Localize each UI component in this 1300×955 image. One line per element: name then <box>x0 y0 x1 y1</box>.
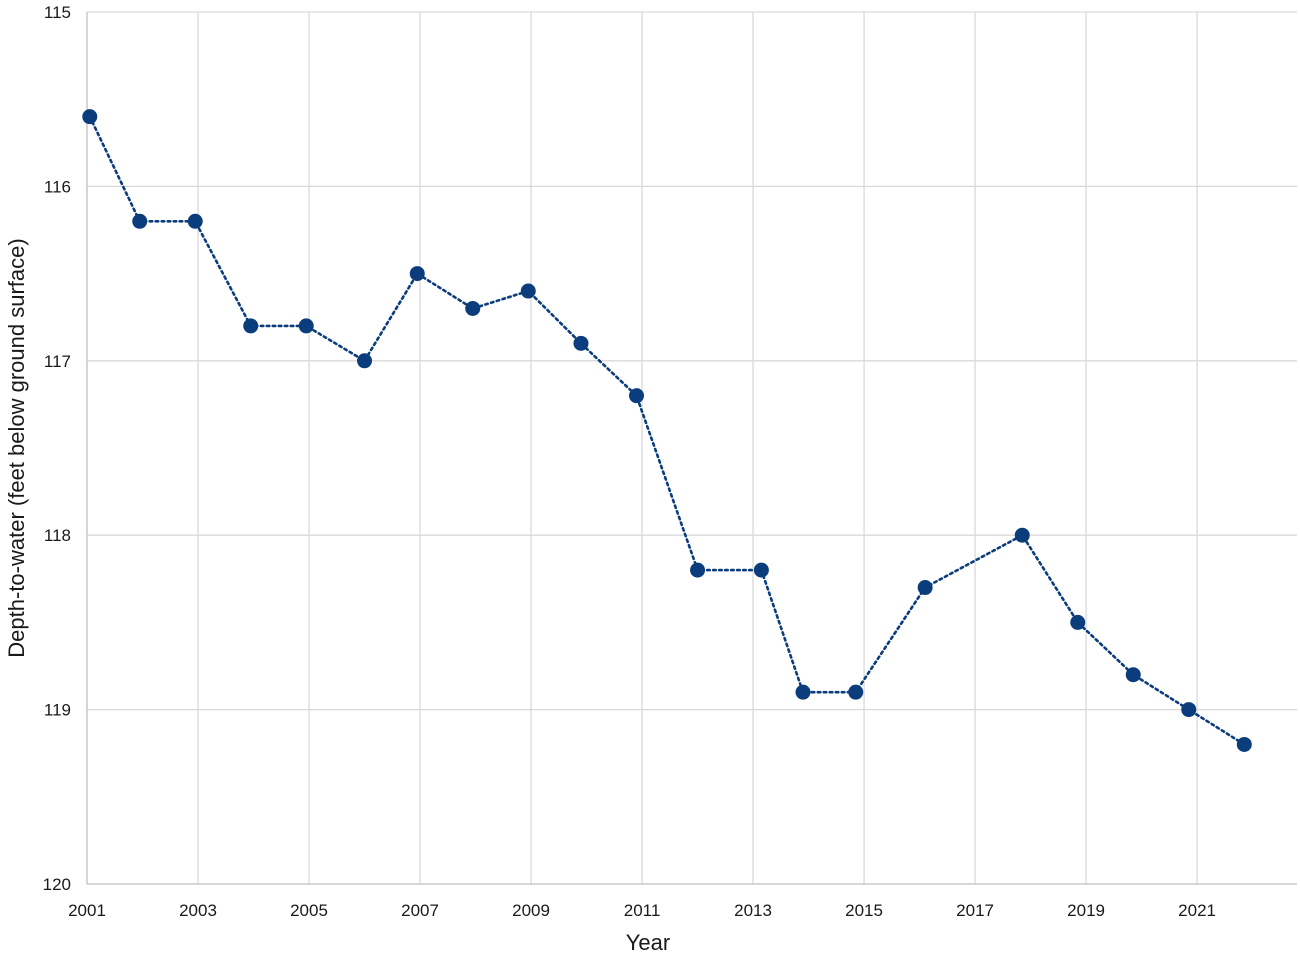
data-point <box>795 684 811 700</box>
data-point <box>132 213 148 229</box>
x-tick-label: 2019 <box>1067 901 1105 920</box>
x-tick-label: 2003 <box>179 901 217 920</box>
data-point <box>917 580 933 596</box>
x-tick-label: 2017 <box>956 901 994 920</box>
x-tick-label: 2001 <box>68 901 106 920</box>
y-tick-label: 115 <box>44 3 71 22</box>
data-point <box>573 335 589 351</box>
data-point <box>465 300 481 316</box>
x-axis-title: Year <box>626 930 670 955</box>
y-tick-label: 118 <box>44 526 71 545</box>
data-point <box>1125 667 1141 683</box>
y-tick-label: 117 <box>44 352 71 371</box>
x-tick-labels: 2001 2003 2005 2007 2009 2011 2013 2015 2017 2019… <box>68 901 1216 920</box>
series <box>82 109 1252 752</box>
data-point <box>753 562 769 578</box>
x-tick-label: 2011 <box>624 901 661 920</box>
x-tick-label: 2021 <box>1178 901 1216 920</box>
data-point <box>298 318 314 334</box>
x-tick-label: 2007 <box>401 901 439 920</box>
data-point <box>628 388 644 404</box>
data-point <box>520 283 536 299</box>
data-point <box>690 562 706 578</box>
gridlines <box>87 11 1297 884</box>
x-tick-label: 2013 <box>734 901 772 920</box>
data-point <box>1014 527 1030 543</box>
y-axis-title: Depth-to-water (feet below ground surfac… <box>4 238 29 657</box>
y-tick-label: 116 <box>44 177 71 196</box>
data-point <box>82 109 98 125</box>
data-point <box>1181 702 1197 718</box>
y-tick-label: 119 <box>44 701 71 720</box>
data-point <box>357 353 373 369</box>
x-tick-label: 2009 <box>512 901 550 920</box>
y-tick-labels: 115 116 117 118 119 120 <box>43 3 71 894</box>
data-point <box>187 213 203 229</box>
data-point <box>1236 736 1252 752</box>
axes <box>86 12 1297 885</box>
x-tick-label: 2005 <box>290 901 328 920</box>
data-point <box>1070 614 1086 630</box>
y-tick-label: 120 <box>43 875 71 894</box>
data-point <box>243 318 259 334</box>
data-point <box>409 266 425 282</box>
x-tick-label: 2015 <box>845 901 883 920</box>
data-point <box>848 684 864 700</box>
series-line <box>88 115 1246 746</box>
